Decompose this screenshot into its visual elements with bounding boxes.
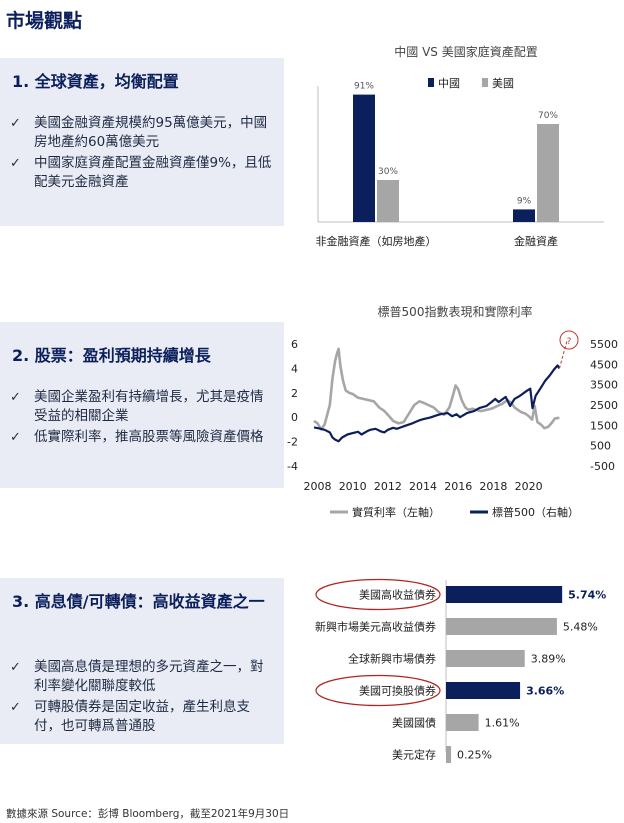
legend-swatch <box>428 78 434 87</box>
x-tick: 2020 <box>515 480 543 493</box>
data-label: 5.74% <box>568 589 606 602</box>
bar <box>513 209 535 222</box>
section-2-panel: 2. 股票：盈利預期持續增長 ✓ 美國企業盈利有持續增長，尤其是疫情受益的相關企業… <box>0 322 284 488</box>
bar <box>446 746 452 763</box>
y-right-tick: 1500 <box>590 419 618 432</box>
category-label: 美國國債 <box>392 716 436 730</box>
y-left-tick: 6 <box>291 338 298 351</box>
data-label: 1.61% <box>485 717 520 730</box>
section-3-bullets: ✓ 美國高息債是理想的多元資產之一，對利率變化關聯度較低 ✓ 可轉股債券是固定收益，… <box>4 658 276 738</box>
bar <box>446 714 479 731</box>
category-label: 美元定存 <box>392 748 436 762</box>
bar <box>446 682 521 699</box>
section-2-heading: 2. 股票：盈利預期持續增長 <box>12 346 211 365</box>
list-item: ✓ 美國金融資產規模約95萬億美元，中國房地產約60萬億美元 <box>4 114 276 152</box>
legend-label: 美國 <box>492 77 514 90</box>
legend-swatch <box>482 78 488 87</box>
section-1-bullets: ✓ 美國金融資產規模約95萬億美元，中國房地產約60萬億美元 ✓ 中國家庭資產配置金… <box>4 114 276 194</box>
annotation-text: ? <box>567 337 572 347</box>
section-2-bullets: ✓ 美國企業盈利有持續增長，尤其是疫情受益的相關企業 ✓ 低實際利率，推高股票等風險… <box>4 388 276 449</box>
list-item: ✓ 低實際利率，推高股票等風險資產價格 <box>4 428 276 447</box>
category-label: 美國可換股債券 <box>359 684 436 698</box>
bar <box>446 586 563 603</box>
bar <box>446 618 557 635</box>
category-label: 全球新興市場債券 <box>348 652 436 666</box>
data-label: 91% <box>354 82 374 92</box>
y-left-tick: 0 <box>291 411 298 424</box>
data-label: 9% <box>517 196 532 206</box>
data-label: 0.25% <box>457 749 492 762</box>
check-icon: ✓ <box>10 430 21 445</box>
x-tick: 2018 <box>479 480 507 493</box>
legend-label: 標普500（右軸） <box>492 505 579 519</box>
data-label: 3.66% <box>526 685 564 698</box>
list-item: ✓ 美國高息債是理想的多元資產之一，對利率變化關聯度較低 <box>4 658 276 696</box>
check-icon: ✓ <box>10 156 21 171</box>
check-icon: ✓ <box>10 116 21 131</box>
bar <box>377 180 399 222</box>
bar <box>537 124 559 222</box>
highlight-circle <box>315 578 441 611</box>
x-tick: 2012 <box>374 480 402 493</box>
y-right-tick: 2500 <box>590 399 618 412</box>
bar <box>446 650 525 667</box>
bullet-text: 中國家庭資產配置金融資產僅9%，且低配美元金融資產 <box>34 155 272 190</box>
annotation-circle <box>559 330 579 350</box>
section-1-heading: 1. 全球資產，均衡配置 <box>12 72 179 91</box>
y-right-tick: 4500 <box>590 358 618 371</box>
sp500-line <box>313 364 561 443</box>
y-left-tick: 2 <box>291 387 298 400</box>
data-label: 30% <box>378 167 398 177</box>
section-1-panel: 1. 全球資產，均衡配置 ✓ 美國金融資產規模約95萬億美元，中國房地產約60萬億… <box>0 58 284 226</box>
data-label: 3.89% <box>531 653 566 666</box>
y-right-tick: 3500 <box>590 379 618 392</box>
sp500-real-rate-chart: 標普500指數表現和實際利率 6 4 2 0 -2 -4 5500 4500 3500 2500 15… <box>287 304 618 519</box>
check-icon: ✓ <box>10 390 21 405</box>
bullet-text: 美國金融資產規模約95萬億美元，中國房地產約60萬億美元 <box>34 115 268 150</box>
x-tick: 2010 <box>339 480 367 493</box>
y-left-tick: -4 <box>287 460 298 473</box>
bullet-text: 低實際利率，推高股票等風險資產價格 <box>34 429 264 445</box>
check-icon: ✓ <box>10 700 21 715</box>
list-item: ✓ 美國企業盈利有持續增長，尤其是疫情受益的相關企業 <box>4 388 276 426</box>
data-label: 5.48% <box>563 621 598 634</box>
x-tick: 2008 <box>304 480 332 493</box>
category-label: 非金融資產（如房地產） <box>316 234 437 248</box>
section-3-heading: 3. 高息債/可轉債：高收益資產之一 <box>12 592 265 611</box>
bullet-text: 可轉股債券是固定收益，產生利息支付，也可轉爲普通股 <box>34 699 250 734</box>
bullet-text: 美國高息債是理想的多元資產之一，對利率變化關聯度較低 <box>34 659 264 694</box>
yield-comparison-chart: 美國高收益債券 5.74% 新興市場美元高收益債券 5.48% 全球新興市場債券 3.89… <box>315 578 606 763</box>
y-right-tick: -500 <box>590 460 615 473</box>
y-right-tick: 500 <box>590 440 611 453</box>
real-rate-line <box>313 347 560 431</box>
page-title: 市場觀點 <box>6 10 83 32</box>
x-tick: 2014 <box>409 480 437 493</box>
check-icon: ✓ <box>10 660 21 675</box>
category-label: 金融資產 <box>514 234 558 248</box>
bar <box>353 94 375 222</box>
section-3-panel: 3. 高息債/可轉債：高收益資產之一 ✓ 美國高息債是理想的多元資產之一，對利率變… <box>0 578 284 744</box>
list-item: ✓ 可轉股債券是固定收益，產生利息支付，也可轉爲普通股 <box>4 698 276 736</box>
list-item: ✓ 中國家庭資產配置金融資產僅9%，且低配美元金融資產 <box>4 154 276 192</box>
bullet-text: 美國企業盈利有持續增長，尤其是疫情受益的相關企業 <box>34 389 264 424</box>
y-left-tick: 4 <box>291 362 298 375</box>
y-right-tick: 5500 <box>590 338 618 351</box>
y-left-tick: -2 <box>287 436 298 449</box>
legend-label: 實質利率（左軸） <box>352 505 440 519</box>
chart-title: 中國 VS 美國家庭資產配置 <box>394 44 537 59</box>
chart-title: 標普500指數表現和實際利率 <box>378 304 533 319</box>
legend-label: 中國 <box>438 77 460 90</box>
x-tick: 2016 <box>444 480 472 493</box>
category-label: 新興市場美元高收益債券 <box>315 620 436 634</box>
data-label: 70% <box>538 111 558 121</box>
source-footnote: 數據來源 Source：彭博 Bloomberg，截至2021年9月30日 <box>6 808 290 820</box>
category-label: 美國高收益債券 <box>359 588 436 602</box>
highlight-circle <box>315 674 441 707</box>
